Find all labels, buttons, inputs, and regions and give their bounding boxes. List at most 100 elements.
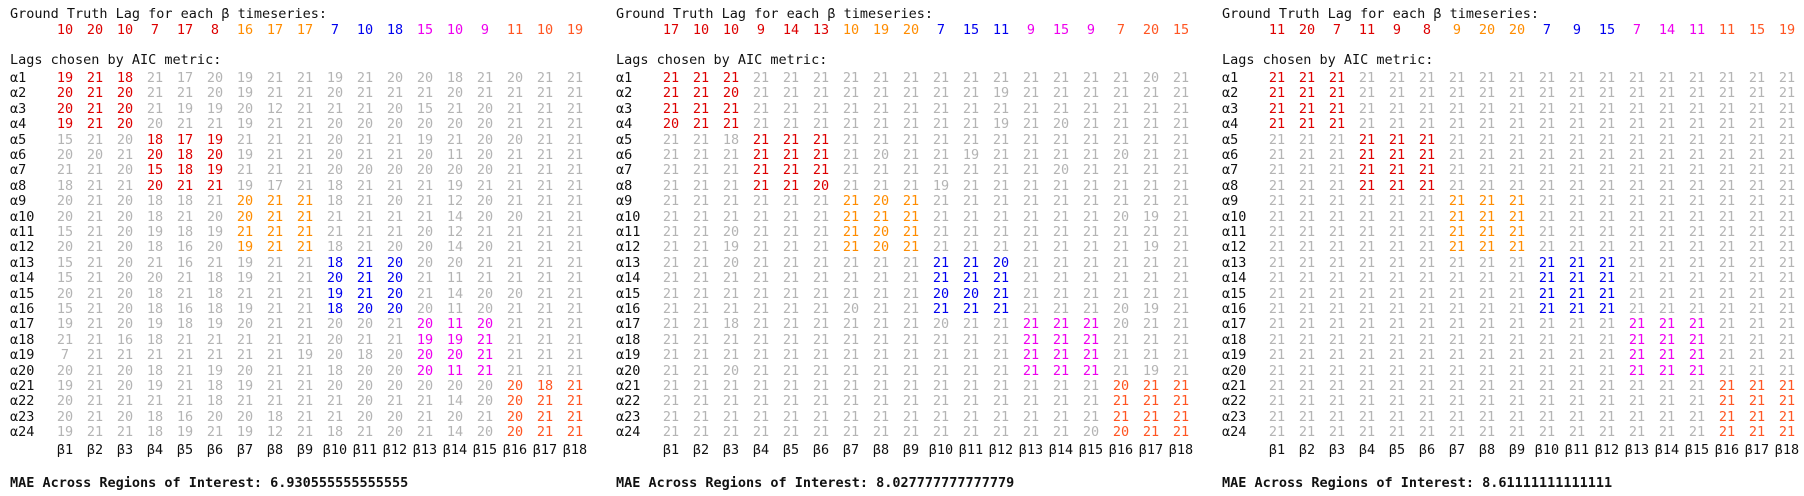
- lag-cell: 21: [1268, 347, 1286, 364]
- lag-cell: 21: [536, 408, 554, 425]
- lag-cell: 21: [86, 162, 104, 179]
- lag-cell: 21: [1328, 162, 1346, 179]
- lag-cell: 21: [872, 408, 890, 425]
- row-label: α18: [10, 331, 35, 348]
- lag-cell: 21: [1418, 116, 1436, 133]
- lag-cell: 21: [692, 316, 710, 333]
- lag-cell: 21: [566, 424, 584, 441]
- lag-cell: 20: [476, 239, 494, 256]
- lag-cell: 21: [1328, 424, 1346, 441]
- lag-cell: 21: [1328, 116, 1346, 133]
- lag-cell: 20: [992, 254, 1010, 271]
- ground-truth-value: 17: [266, 22, 284, 38]
- lag-cell: 21: [1448, 378, 1466, 394]
- lag-cell: 21: [1172, 177, 1190, 194]
- lag-cell: 21: [1448, 85, 1466, 102]
- lag-cell: 21: [236, 393, 254, 410]
- lag-cell: 19: [326, 285, 344, 302]
- lag-cell: 21: [1568, 131, 1586, 148]
- lag-cell: 21: [566, 193, 584, 210]
- lag-cell: 21: [1568, 331, 1586, 348]
- lag-cell: 21: [872, 362, 890, 379]
- lag-cell: 21: [1628, 239, 1646, 256]
- lag-cell: 21: [1688, 85, 1706, 102]
- lag-cell: 21: [872, 208, 890, 225]
- lag-cell: 21: [812, 362, 830, 379]
- lag-cell: 21: [86, 331, 104, 348]
- lag-cell: 20: [416, 301, 434, 317]
- lag-cell: 19: [56, 424, 74, 441]
- lag-cell: 21: [1298, 316, 1316, 333]
- lag-cell: 21: [1298, 331, 1316, 348]
- lag-cell: 21: [506, 116, 524, 133]
- lag-cell: 21: [176, 177, 194, 194]
- lag-cell: 21: [416, 193, 434, 210]
- lag-cell: 21: [1778, 224, 1796, 240]
- lag-cell: 21: [782, 208, 800, 225]
- ground-truth-value: 14: [782, 22, 800, 38]
- lag-cell: 21: [356, 424, 374, 441]
- lag-cell: 21: [1022, 193, 1040, 210]
- lag-cell: 21: [842, 316, 860, 333]
- lag-cell: 21: [1478, 70, 1496, 86]
- lag-cell: 21: [812, 239, 830, 256]
- lag-cell: 21: [1142, 331, 1160, 348]
- lag-cell: 21: [1142, 408, 1160, 425]
- lag-cell: 21: [1388, 131, 1406, 148]
- lag-cell: 21: [1022, 301, 1040, 317]
- lag-cell: 21: [722, 147, 740, 163]
- lag-cell: 19: [146, 316, 164, 333]
- lag-cell: 21: [86, 316, 104, 333]
- lag-cell: 21: [1298, 362, 1316, 379]
- lag-cell: 21: [1298, 162, 1316, 179]
- lag-cell: 20: [476, 285, 494, 302]
- ground-truth-value: 10: [446, 22, 464, 38]
- row-label: α8: [1222, 177, 1239, 194]
- lag-cell: 20: [326, 316, 344, 333]
- lag-cell: 21: [1328, 193, 1346, 210]
- lag-cell: 20: [476, 208, 494, 225]
- lag-cell: 20: [326, 347, 344, 364]
- lag-cell: 21: [1418, 70, 1436, 86]
- lag-cell: 21: [1418, 147, 1436, 163]
- row-label: α8: [616, 177, 633, 194]
- lag-cell: 21: [326, 408, 344, 425]
- lag-cell: 21: [662, 100, 680, 117]
- lag-cell: 21: [536, 208, 554, 225]
- lag-cell: 21: [782, 224, 800, 240]
- lag-cell: 21: [692, 270, 710, 287]
- lag-cell: 21: [86, 393, 104, 410]
- lag-cell: 21: [1388, 424, 1406, 441]
- lag-cell: 19: [992, 116, 1010, 133]
- lag-cell: 21: [506, 254, 524, 271]
- ground-truth-value: 9: [1392, 22, 1402, 38]
- lag-cell: 21: [1448, 362, 1466, 379]
- lag-cell: 21: [1718, 193, 1736, 210]
- panel-3: Ground Truth Lag for each β timeseries: 1…: [1212, 0, 1802, 496]
- lag-cell: 21: [1538, 239, 1556, 256]
- lag-cell: 21: [1568, 224, 1586, 240]
- lag-cell: 21: [506, 362, 524, 379]
- lag-cell: 21: [1328, 131, 1346, 148]
- lag-cell: 21: [506, 224, 524, 240]
- column-label: β4: [146, 441, 164, 458]
- lag-cell: 21: [1568, 100, 1586, 117]
- lag-cell: 21: [1778, 116, 1796, 133]
- lag-cell: 20: [326, 85, 344, 102]
- lag-cell: 21: [662, 301, 680, 317]
- lag-cell: 21: [1268, 301, 1286, 317]
- lag-cell: 19: [236, 70, 254, 86]
- lag-cell: 21: [1718, 331, 1736, 348]
- lag-cell: 21: [1448, 301, 1466, 317]
- ground-truth-value: 10: [692, 22, 710, 38]
- lag-cell: 21: [782, 70, 800, 86]
- lag-cell: 21: [1688, 193, 1706, 210]
- lag-cell: 21: [1052, 208, 1070, 225]
- lag-cell: 20: [206, 147, 224, 163]
- lag-cell: 20: [1082, 424, 1100, 441]
- lag-cell: 20: [962, 285, 980, 302]
- lag-cell: 21: [1448, 316, 1466, 333]
- lag-cell: 20: [56, 147, 74, 163]
- lag-cell: 21: [1052, 100, 1070, 117]
- lag-cell: 20: [386, 116, 404, 133]
